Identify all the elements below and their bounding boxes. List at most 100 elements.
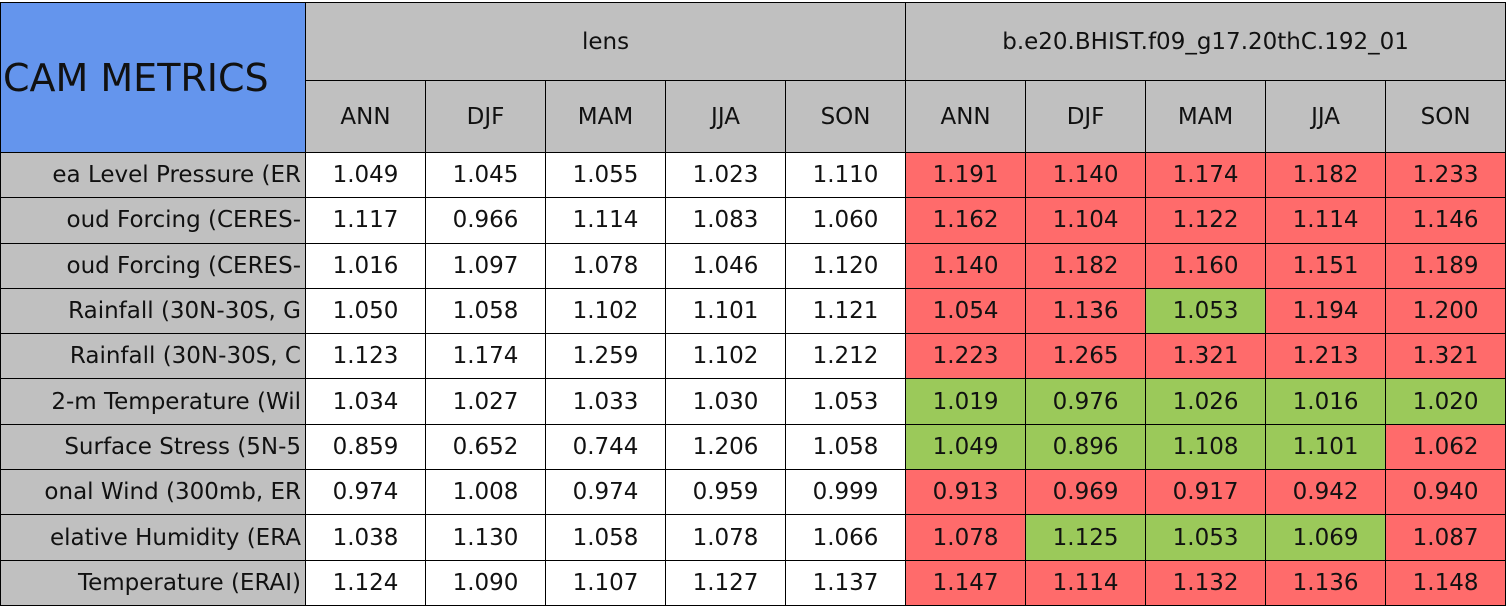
season-header: DJF	[1025, 80, 1147, 153]
value-cell: 1.110	[784, 151, 907, 199]
value-cell: 0.966	[425, 197, 546, 244]
value-cell: 1.140	[1025, 151, 1147, 199]
data-row: oud Forcing (CERES- 1.016 1.097 1.078 1.046 1…	[0, 242, 1507, 289]
row-label-cell: oud Forcing (CERES-	[0, 197, 306, 244]
data-row: Rainfall (30N-30S, G 1.050 1.058 1.102 1.101…	[0, 287, 1507, 335]
value-cell: 1.020	[1385, 378, 1507, 425]
row-label: oud Forcing (CERES-	[66, 207, 302, 234]
season-header: MAM	[1145, 80, 1267, 153]
value-cell: 1.058	[425, 287, 546, 335]
value-cell: 0.913	[905, 469, 1027, 516]
value-cell: 1.101	[665, 287, 786, 335]
value-cell: 1.162	[905, 197, 1027, 244]
season-header: MAM	[545, 80, 666, 153]
value-cell: 1.223	[905, 333, 1027, 380]
value-cell: 1.321	[1385, 333, 1507, 380]
row-label: Temperature (ERAI)	[77, 569, 301, 596]
value-cell: 1.140	[905, 242, 1027, 289]
value-cell: 1.023	[665, 151, 786, 199]
row-label: elative Humidity (ERA	[49, 524, 301, 551]
value-cell: 1.191	[905, 151, 1027, 199]
value-cell: 1.053	[1145, 287, 1267, 335]
value-cell: 0.896	[1025, 423, 1147, 471]
value-cell: 1.136	[1025, 287, 1147, 335]
value-cell: 1.101	[1265, 423, 1387, 471]
value-cell: 1.049	[305, 151, 426, 199]
value-cell: 1.206	[665, 423, 786, 471]
season-header: JJA	[665, 80, 786, 153]
value-cell: 1.046	[665, 242, 786, 289]
value-cell: 1.053	[1145, 514, 1267, 561]
data-row: elative Humidity (ERA 1.038 1.130 1.058 1.07…	[0, 514, 1507, 561]
value-cell: 1.026	[1145, 378, 1267, 425]
season-header: SON	[1385, 80, 1507, 153]
value-cell: 1.104	[1025, 197, 1147, 244]
value-cell: 1.122	[1145, 197, 1267, 244]
value-cell: 1.117	[305, 197, 426, 244]
value-cell: 0.974	[545, 469, 666, 516]
value-cell: 1.038	[305, 514, 426, 561]
value-cell: 1.321	[1145, 333, 1267, 380]
value-cell: 1.213	[1265, 333, 1387, 380]
value-cell: 1.058	[545, 514, 666, 561]
value-cell: 0.859	[305, 423, 426, 471]
value-cell: 1.050	[305, 287, 426, 335]
group-header: b.e20.BHIST.f09_g17.20thC.192_01	[905, 2, 1507, 81]
value-cell: 1.027	[425, 378, 546, 425]
value-cell: 1.069	[1265, 514, 1387, 561]
value-cell: 1.033	[545, 378, 666, 425]
value-cell: 1.174	[425, 333, 546, 380]
value-cell: 1.174	[1145, 151, 1267, 199]
value-cell: 1.148	[1385, 559, 1507, 606]
value-cell: 1.019	[905, 378, 1027, 425]
value-cell: 1.137	[784, 559, 907, 606]
value-cell: 1.265	[1025, 333, 1147, 380]
data-row: ea Level Pressure (ER 1.049 1.045 1.055 1.02…	[0, 151, 1507, 199]
value-cell: 1.259	[545, 333, 666, 380]
value-cell: 1.147	[905, 559, 1027, 606]
value-cell: 1.212	[784, 333, 907, 380]
value-cell: 1.233	[1385, 151, 1507, 199]
value-cell: 1.078	[905, 514, 1027, 561]
value-cell: 1.130	[425, 514, 546, 561]
row-label: Rainfall (30N-30S, G	[68, 298, 301, 325]
value-cell: 1.182	[1265, 151, 1387, 199]
row-label-cell: Temperature (ERAI)	[0, 559, 306, 606]
value-cell: 1.114	[1025, 559, 1147, 606]
row-label: onal Wind (300mb, ER	[44, 479, 301, 506]
value-cell: 1.107	[545, 559, 666, 606]
value-cell: 1.060	[784, 197, 907, 244]
value-cell: 1.087	[1385, 514, 1507, 561]
value-cell: 0.976	[1025, 378, 1147, 425]
row-label-cell: ea Level Pressure (ER	[0, 151, 306, 199]
row-label-cell: 2-m Temperature (Wil	[0, 378, 306, 425]
value-cell: 1.058	[784, 423, 907, 471]
value-cell: 1.151	[1265, 242, 1387, 289]
value-cell: 1.030	[665, 378, 786, 425]
group-header: lens	[304, 2, 907, 81]
value-cell: 1.136	[1265, 559, 1387, 606]
data-row: Surface Stress (5N-5 0.859 0.652 0.744 1.206…	[0, 423, 1507, 471]
value-cell: 0.999	[784, 469, 907, 516]
data-row: Temperature (ERAI) 1.124 1.090 1.107 1.127 1.…	[0, 559, 1507, 606]
value-cell: 1.078	[545, 242, 666, 289]
row-label: 2-m Temperature (Wil	[51, 388, 301, 415]
value-cell: 1.146	[1385, 197, 1507, 244]
value-cell: 0.744	[545, 423, 666, 471]
value-cell: 1.062	[1385, 423, 1507, 471]
value-cell: 1.182	[1025, 242, 1147, 289]
value-cell: 1.200	[1385, 287, 1507, 335]
row-label-cell: onal Wind (300mb, ER	[0, 469, 306, 516]
value-cell: 1.125	[1025, 514, 1147, 561]
value-cell: 1.008	[425, 469, 546, 516]
row-label: Surface Stress (5N-5	[64, 433, 301, 460]
value-cell: 0.940	[1385, 469, 1507, 516]
value-cell: 1.055	[545, 151, 666, 199]
value-cell: 1.053	[784, 378, 907, 425]
value-cell: 1.102	[665, 333, 786, 380]
season-header: ANN	[305, 80, 426, 153]
value-cell: 1.045	[425, 151, 546, 199]
value-cell: 1.120	[784, 242, 907, 289]
